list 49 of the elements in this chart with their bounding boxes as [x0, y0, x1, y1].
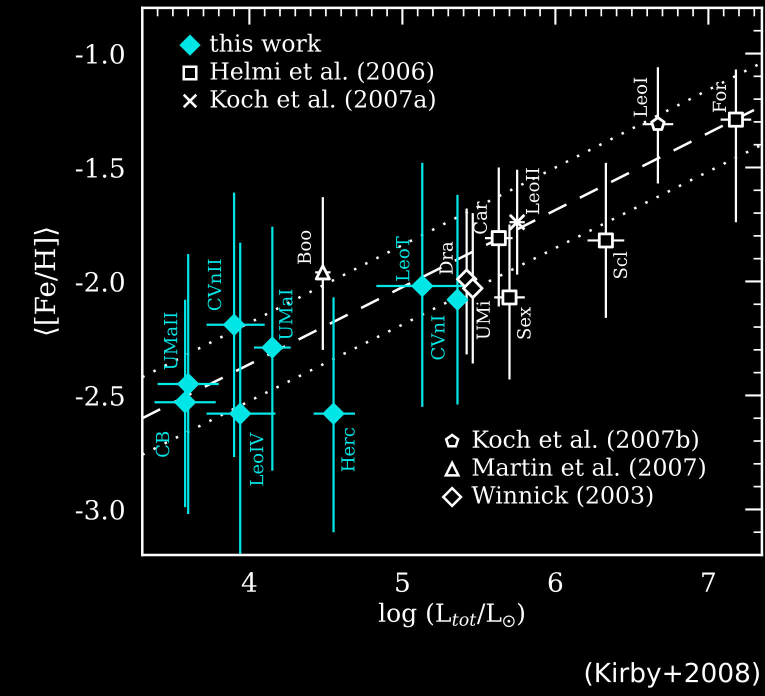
- text: (Kirby+2008): [586, 662, 759, 688]
- annotation: Scl: [613, 252, 628, 278]
- y-tick-label: -1.5: [76, 158, 124, 178]
- point: [314, 264, 331, 280]
- annotation: CB: [156, 432, 170, 457]
- x-tick-label: 7: [702, 572, 715, 592]
- annotation: Dra: [439, 242, 453, 274]
- annotation: CVnI: [431, 316, 445, 360]
- point: [598, 232, 614, 248]
- annotation: LeoI: [634, 78, 648, 117]
- x-tick-label: 4: [242, 572, 256, 592]
- annotation: LeoIV: [250, 432, 264, 486]
- point: [650, 116, 666, 131]
- point: [174, 392, 196, 413]
- point: [490, 230, 507, 246]
- annotation: Sex: [517, 307, 531, 339]
- annotation: Herc: [341, 428, 355, 472]
- legend-label: Koch et al. (2007b): [472, 430, 698, 452]
- point: [322, 402, 344, 424]
- x-tick-label: 6: [548, 572, 562, 592]
- annotation: Car: [473, 202, 488, 234]
- annotation: UMaI: [279, 290, 293, 340]
- legend-label: Helmi et al. (2006): [210, 62, 434, 84]
- x-axis-title: log (L$_{tot}$/L$_{☉}$): [378, 602, 524, 628]
- point: [412, 275, 433, 297]
- point: [502, 289, 518, 306]
- annotation: Boo: [298, 230, 312, 264]
- point: [728, 112, 744, 128]
- legend-label: Winnick (2003): [471, 486, 652, 508]
- x-tick-label: 5: [396, 572, 409, 592]
- y-tick-label: -2.5: [76, 386, 124, 406]
- y-tick-label: -1.0: [76, 44, 124, 64]
- annotation: LeoII: [526, 168, 540, 214]
- point: [446, 288, 468, 310]
- y-axis-title: ⟨[Fe/H]⟩: [34, 228, 59, 335]
- point: [462, 278, 484, 300]
- annotation: UMi: [476, 300, 490, 340]
- point: [223, 314, 245, 336]
- legend-label: Martin et al. (2007): [472, 458, 705, 480]
- legend-label: this work: [210, 34, 322, 52]
- point: [177, 373, 199, 395]
- legend-label: Koch et al. (2007a): [210, 90, 435, 112]
- y-tick-label: -2.0: [76, 272, 124, 292]
- point: [230, 402, 251, 424]
- y-tick-label: -3.0: [76, 500, 124, 520]
- annotation: LeoT: [396, 236, 410, 281]
- annotation: CVnII: [208, 259, 222, 310]
- annotation: For: [712, 82, 726, 112]
- annotation: UMaII: [164, 312, 178, 370]
